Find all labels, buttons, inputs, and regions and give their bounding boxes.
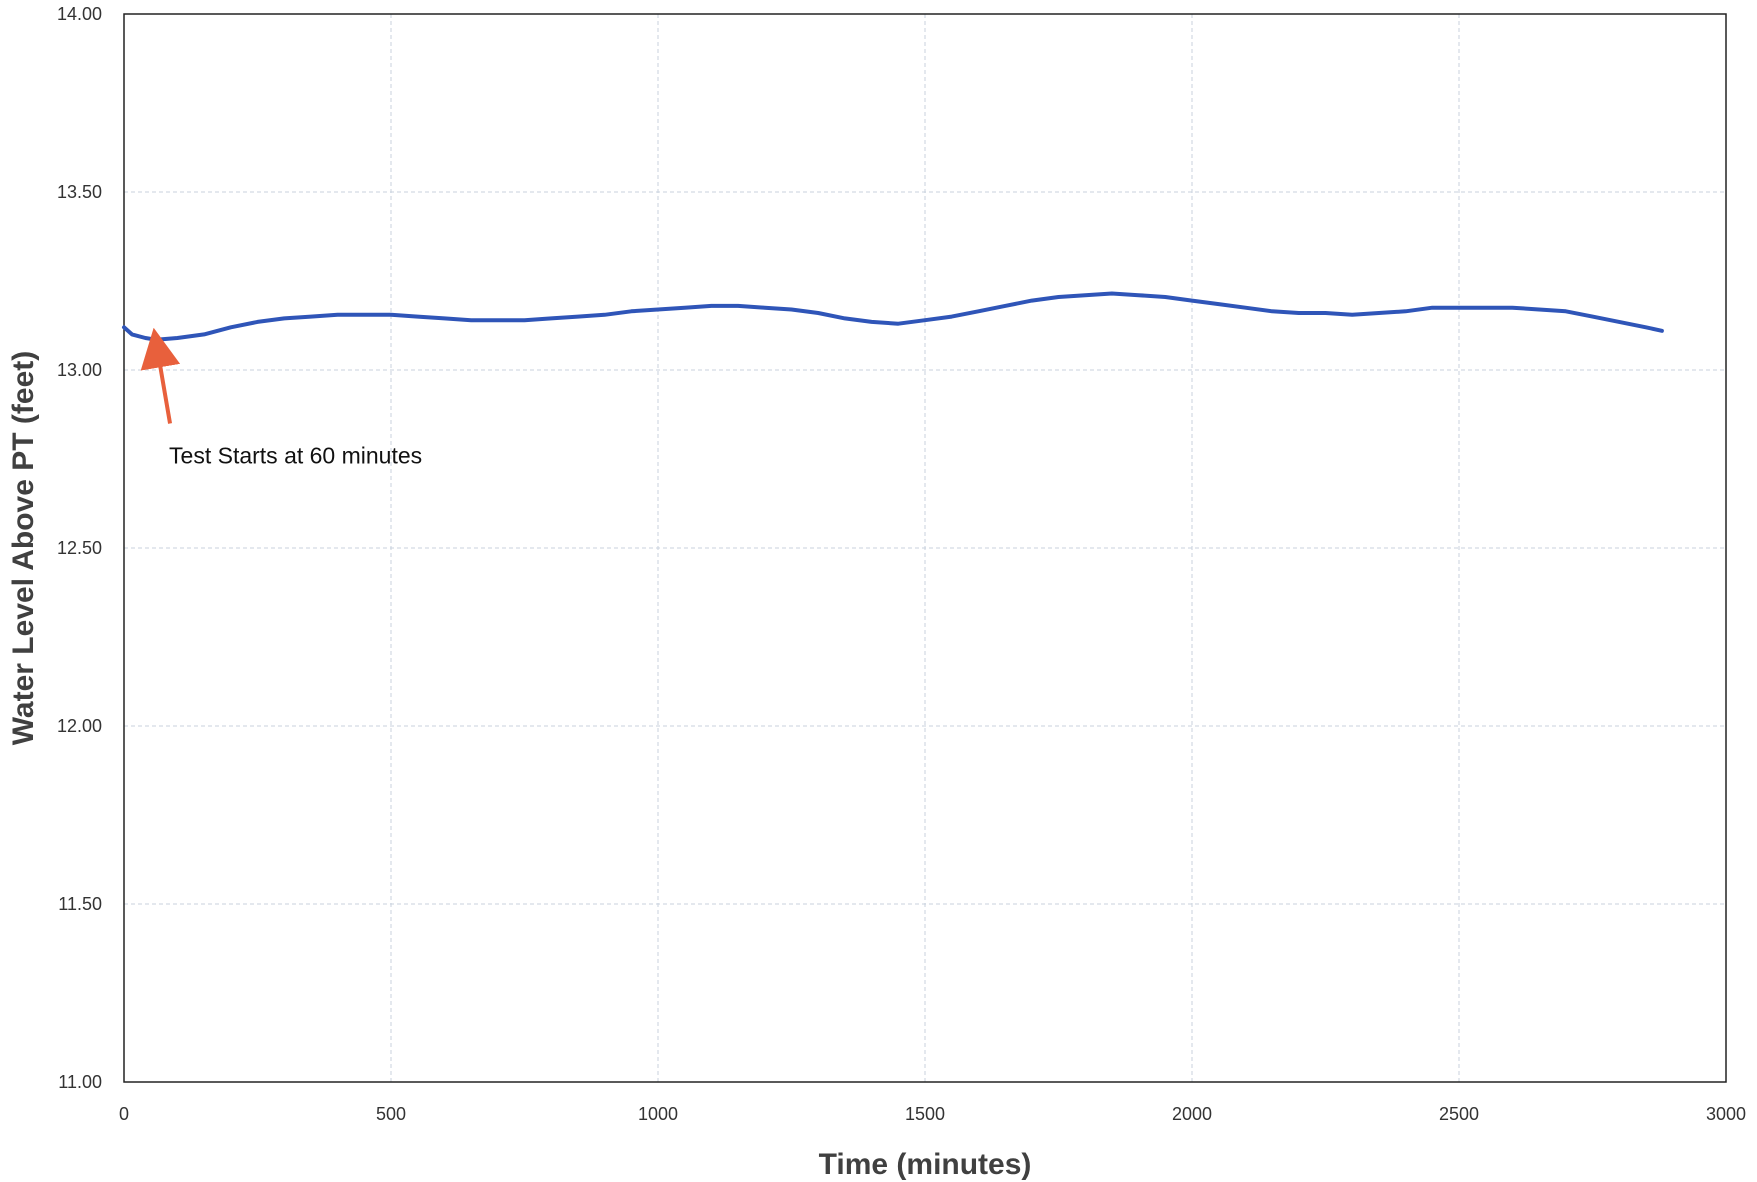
annotation-label: Test Starts at 60 minutes — [169, 443, 422, 469]
x-tick-label: 2000 — [1172, 1104, 1212, 1124]
y-tick-label: 13.00 — [57, 360, 102, 380]
x-tick-label: 3000 — [1706, 1104, 1746, 1124]
annotation-arrow — [140, 327, 181, 424]
y-axis-title: Water Level Above PT (feet) — [7, 351, 40, 746]
x-tick-label: 1000 — [638, 1104, 678, 1124]
y-tick-label: 12.50 — [57, 538, 102, 558]
x-tick-label: 500 — [376, 1104, 406, 1124]
x-axis-tick-labels: 0 500 1000 1500 2000 2500 3000 — [119, 1104, 1746, 1124]
series-group — [122, 291, 1664, 342]
y-tick-label: 11.50 — [58, 894, 102, 914]
x-tick-label: 0 — [119, 1104, 129, 1124]
plot-area-border — [123, 13, 1727, 1083]
x-tick-label: 1500 — [905, 1104, 945, 1124]
y-tick-label: 14.00 — [57, 4, 102, 24]
series-line — [122, 291, 1664, 342]
y-axis-tick-labels: 11.00 11.50 12.00 12.50 13.00 13.50 14.00 — [57, 4, 102, 1092]
y-tick-label: 12.00 — [57, 716, 102, 736]
x-tick-label: 2500 — [1439, 1104, 1479, 1124]
y-tick-label: 11.00 — [58, 1072, 102, 1092]
x-axis-title: Time (minutes) — [819, 1148, 1032, 1181]
annotations-group: Test Starts at 60 minutes — [140, 327, 422, 469]
y-tick-label: 13.50 — [57, 182, 102, 202]
